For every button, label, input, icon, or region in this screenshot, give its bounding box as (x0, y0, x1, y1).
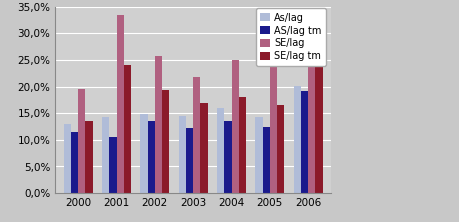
Bar (255, 117, 262, 193)
Bar (162, 90, 169, 193)
Bar (71, 132, 78, 193)
Bar (315, 62, 322, 193)
Bar (102, 117, 109, 193)
Bar (231, 60, 238, 193)
Bar (78, 89, 85, 193)
Bar (238, 97, 246, 193)
Bar (85, 121, 93, 193)
Bar (109, 137, 116, 193)
Bar (262, 127, 269, 193)
Bar (155, 56, 162, 193)
Bar (147, 121, 155, 193)
Bar (193, 77, 200, 193)
Bar (224, 121, 231, 193)
Bar (293, 85, 300, 193)
Bar (185, 128, 193, 193)
Bar (63, 124, 71, 193)
Legend: As/lag, AS/lag tm, SE/lag, SE/lag tm: As/lag, AS/lag tm, SE/lag, SE/lag tm (255, 8, 325, 66)
Bar (300, 91, 308, 193)
Bar (200, 103, 207, 193)
Bar (140, 114, 147, 193)
Bar (217, 108, 224, 193)
Bar (276, 105, 284, 193)
Bar (178, 116, 185, 193)
Bar (269, 63, 276, 193)
Bar (123, 65, 131, 193)
Bar (116, 15, 123, 193)
Bar (308, 13, 315, 193)
